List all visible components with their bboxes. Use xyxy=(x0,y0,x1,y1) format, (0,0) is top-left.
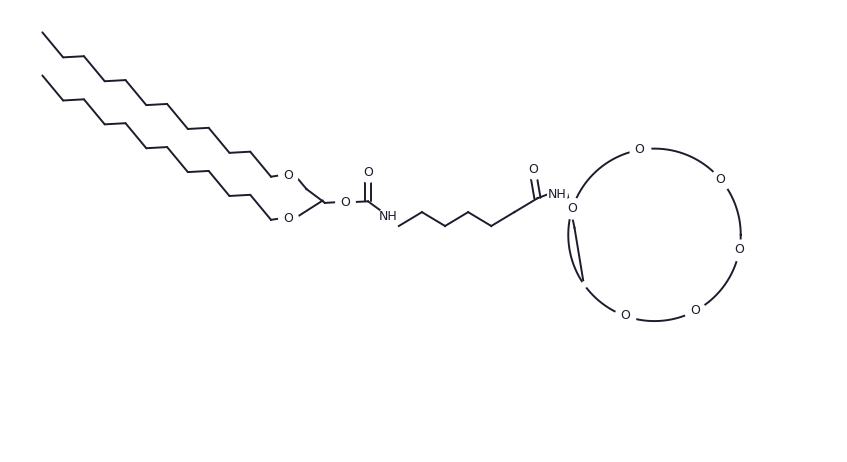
Text: O: O xyxy=(283,212,293,225)
Text: O: O xyxy=(716,173,726,186)
Text: O: O xyxy=(363,165,373,179)
Text: O: O xyxy=(340,195,350,209)
Text: O: O xyxy=(690,304,700,317)
Text: O: O xyxy=(283,169,293,182)
Text: NH: NH xyxy=(379,210,397,223)
Text: O: O xyxy=(734,243,745,256)
Text: O: O xyxy=(529,163,539,176)
Text: O: O xyxy=(567,202,578,215)
Text: NH: NH xyxy=(548,188,567,201)
Text: O: O xyxy=(620,310,630,322)
Text: O: O xyxy=(634,143,645,157)
